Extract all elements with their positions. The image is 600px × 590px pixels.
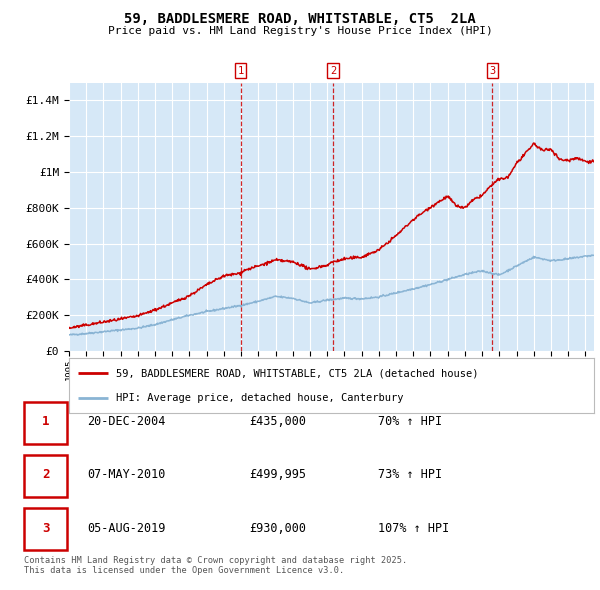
Text: 1: 1 <box>238 66 244 76</box>
Text: 05-AUG-2019: 05-AUG-2019 <box>87 522 166 535</box>
Text: 107% ↑ HPI: 107% ↑ HPI <box>378 522 449 535</box>
Text: Price paid vs. HM Land Registry's House Price Index (HPI): Price paid vs. HM Land Registry's House … <box>107 26 493 36</box>
Text: 70% ↑ HPI: 70% ↑ HPI <box>378 415 442 428</box>
Text: Contains HM Land Registry data © Crown copyright and database right 2025.
This d: Contains HM Land Registry data © Crown c… <box>24 556 407 575</box>
Text: HPI: Average price, detached house, Canterbury: HPI: Average price, detached house, Cant… <box>116 392 404 402</box>
Text: 2: 2 <box>42 468 49 481</box>
Text: £499,995: £499,995 <box>249 468 306 481</box>
Text: 2: 2 <box>330 66 337 76</box>
Text: 3: 3 <box>42 522 49 535</box>
Text: 59, BADDLESMERE ROAD, WHITSTABLE, CT5 2LA (detached house): 59, BADDLESMERE ROAD, WHITSTABLE, CT5 2L… <box>116 369 479 379</box>
Text: 20-DEC-2004: 20-DEC-2004 <box>87 415 166 428</box>
Text: £930,000: £930,000 <box>249 522 306 535</box>
Text: 1: 1 <box>42 415 49 428</box>
Text: £435,000: £435,000 <box>249 415 306 428</box>
Text: 73% ↑ HPI: 73% ↑ HPI <box>378 468 442 481</box>
Text: 3: 3 <box>489 66 496 76</box>
Text: 59, BADDLESMERE ROAD, WHITSTABLE, CT5  2LA: 59, BADDLESMERE ROAD, WHITSTABLE, CT5 2L… <box>124 12 476 26</box>
Text: 07-MAY-2010: 07-MAY-2010 <box>87 468 166 481</box>
